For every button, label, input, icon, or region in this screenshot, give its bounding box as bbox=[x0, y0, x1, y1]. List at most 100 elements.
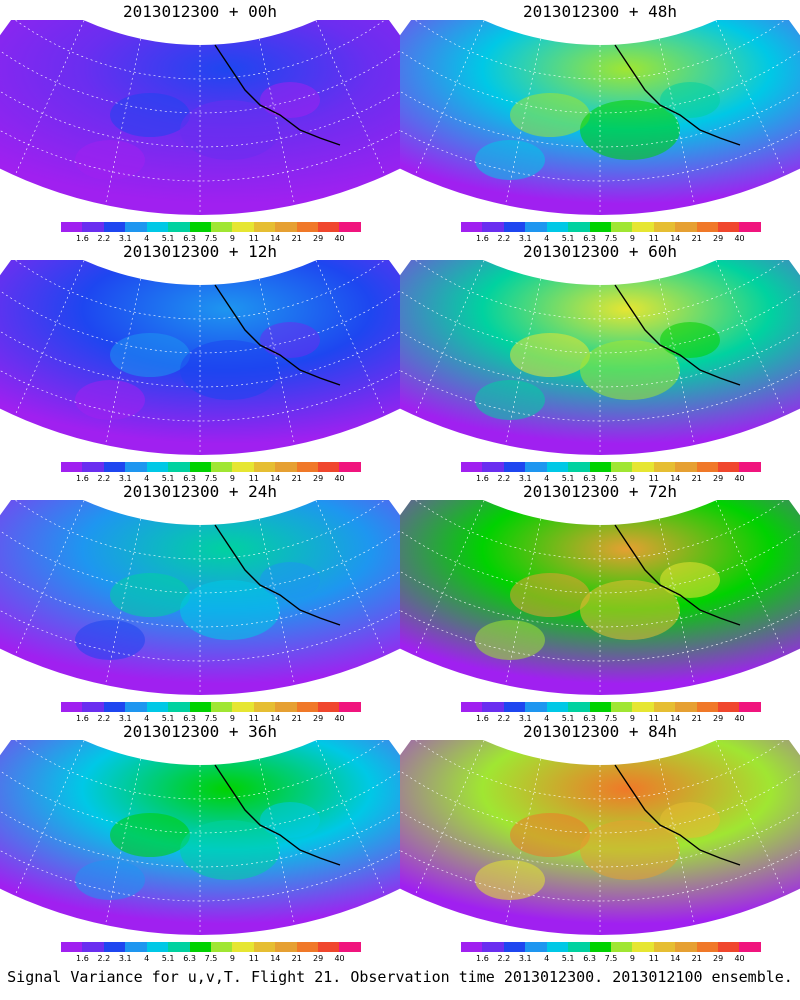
variance-blob bbox=[475, 860, 545, 900]
colorbar-tick-label: 1.6 bbox=[76, 234, 89, 243]
variance-blob bbox=[110, 573, 190, 617]
colorbar-segment bbox=[718, 462, 740, 472]
forecast-panel: 2013012300 + 12h 1.6 2.2 3.1 4 5.1 6.3 7.5 9 11 14… bbox=[0, 240, 400, 483]
colorbar bbox=[61, 462, 361, 472]
colorbar-tick-label: 4 bbox=[544, 234, 550, 243]
variance-blob bbox=[580, 340, 680, 400]
colorbar-segment bbox=[461, 462, 483, 472]
colorbar-segment bbox=[739, 462, 761, 472]
coastline bbox=[214, 284, 341, 386]
colorbar-segment bbox=[546, 222, 569, 232]
colorbar-labels: 1.6 2.2 3.1 4 5.1 6.3 7.5 9 11 14 21 29 40 bbox=[61, 234, 361, 244]
colorbar-tick-label: 21 bbox=[291, 234, 302, 243]
colorbar bbox=[61, 702, 361, 712]
colorbar-segment bbox=[82, 702, 104, 712]
figure-caption: Signal Variance for u,v,T. Flight 21. Ob… bbox=[7, 968, 793, 986]
colorbar-tick-label: 2.2 bbox=[497, 954, 511, 963]
colorbar-segment bbox=[189, 462, 211, 472]
colorbar-tick-label: 1.6 bbox=[476, 954, 489, 963]
variance-blob bbox=[580, 100, 680, 160]
colorbar-segment bbox=[568, 462, 590, 472]
colorbar-tick-label: 6.3 bbox=[183, 954, 196, 963]
latitude-line bbox=[400, 100, 800, 182]
colorbar-tick-label: 11 bbox=[248, 474, 259, 483]
colorbar-segment bbox=[589, 462, 611, 472]
colorbar-segment bbox=[146, 222, 169, 232]
colorbar-tick-label: 21 bbox=[691, 714, 702, 723]
colorbar-tick-label: 40 bbox=[334, 954, 345, 963]
longitude-line bbox=[315, 260, 386, 416]
colorbar-segment bbox=[461, 702, 483, 712]
colorbar-segment bbox=[525, 222, 547, 232]
colorbar-tick-label: 40 bbox=[334, 474, 345, 483]
colorbar-segment bbox=[525, 942, 547, 952]
colorbar-tick-label: 21 bbox=[291, 474, 302, 483]
latitude-line bbox=[400, 820, 800, 902]
colorbar-segment bbox=[461, 942, 483, 952]
colorbar-tick-label: 3.1 bbox=[518, 474, 532, 483]
longitude-line bbox=[258, 758, 295, 926]
colorbar-segment bbox=[318, 462, 340, 472]
longitude-line bbox=[14, 260, 85, 416]
colorbar-tick-label: 3.1 bbox=[118, 234, 132, 243]
colorbar-segment bbox=[82, 942, 104, 952]
longitude-line bbox=[105, 518, 142, 686]
latitude-line bbox=[400, 45, 800, 114]
colorbar-tick-label: 29 bbox=[313, 714, 324, 723]
colorbar-segment bbox=[632, 222, 654, 232]
colorbar-segment bbox=[275, 222, 297, 232]
forecast-panel: 2013012300 + 72h 1.6 2.2 3.1 4 5.1 6.3 7.5 9 11 14… bbox=[400, 480, 800, 723]
colorbar-tick-label: 5.1 bbox=[561, 954, 575, 963]
coastline bbox=[214, 764, 341, 866]
colorbar-segment bbox=[125, 702, 147, 712]
colorbar-tick-label: 11 bbox=[248, 234, 259, 243]
colorbar-labels: 1.6 2.2 3.1 4 5.1 6.3 7.5 9 11 14 21 29 40 bbox=[61, 474, 361, 484]
latitude-line bbox=[412, 740, 788, 800]
variance-blob bbox=[180, 820, 280, 880]
colorbar-tick-label: 3.1 bbox=[118, 474, 132, 483]
colorbar-segment bbox=[82, 462, 104, 472]
colorbar-tick-label: 1.6 bbox=[476, 474, 489, 483]
panel-title: 2013012300 + 36h bbox=[122, 722, 278, 741]
coastline bbox=[614, 284, 741, 386]
colorbar-tick-label: 21 bbox=[291, 714, 302, 723]
colorbar-segment bbox=[339, 222, 361, 232]
variance-blob bbox=[260, 562, 320, 598]
colorbar-tick-label: 7.5 bbox=[604, 234, 618, 243]
colorbar-segment bbox=[461, 222, 483, 232]
latitude-line bbox=[412, 500, 788, 560]
colorbar-tick-label: 14 bbox=[270, 474, 281, 483]
longitude-line bbox=[715, 260, 786, 416]
coastline bbox=[614, 44, 741, 146]
colorbar-tick-label: 2.2 bbox=[97, 954, 111, 963]
colorbar-segment bbox=[610, 222, 633, 232]
latitude-line bbox=[412, 260, 788, 320]
colorbar-tick-label: 14 bbox=[270, 714, 281, 723]
colorbar-segment bbox=[718, 222, 740, 232]
longitude-line bbox=[315, 500, 386, 656]
colorbar-tick-label: 9 bbox=[629, 954, 635, 963]
colorbar-tick-label: 3.1 bbox=[118, 954, 132, 963]
panel-title: 2013012300 + 12h bbox=[122, 242, 278, 261]
colorbar-segment bbox=[696, 942, 719, 952]
colorbar-segment bbox=[718, 942, 740, 952]
colorbar-tick-label: 4 bbox=[144, 954, 150, 963]
colorbar-tick-label: 21 bbox=[691, 234, 702, 243]
colorbar-segment bbox=[482, 222, 504, 232]
colorbar-segment bbox=[632, 462, 654, 472]
longitude-line bbox=[258, 38, 295, 206]
forecast-panel: 2013012300 + 24h 1.6 2.2 3.1 4 5.1 6.3 7.5 9 11 14… bbox=[0, 480, 400, 723]
colorbar-tick-label: 5.1 bbox=[561, 234, 575, 243]
colorbar-tick-label: 21 bbox=[691, 474, 702, 483]
colorbar-segment bbox=[210, 462, 233, 472]
colorbar-tick-label: 2.2 bbox=[97, 474, 111, 483]
colorbar-segment bbox=[210, 942, 233, 952]
colorbar-segment bbox=[739, 702, 761, 712]
colorbar-segment bbox=[189, 222, 211, 232]
colorbar-tick-label: 1.6 bbox=[76, 954, 89, 963]
colorbar-tick-label: 6.3 bbox=[183, 714, 196, 723]
colorbar-tick-label: 9 bbox=[229, 714, 235, 723]
variance-blob bbox=[110, 813, 190, 857]
colorbar-segment bbox=[103, 222, 126, 232]
colorbar-tick-label: 5.1 bbox=[161, 954, 175, 963]
